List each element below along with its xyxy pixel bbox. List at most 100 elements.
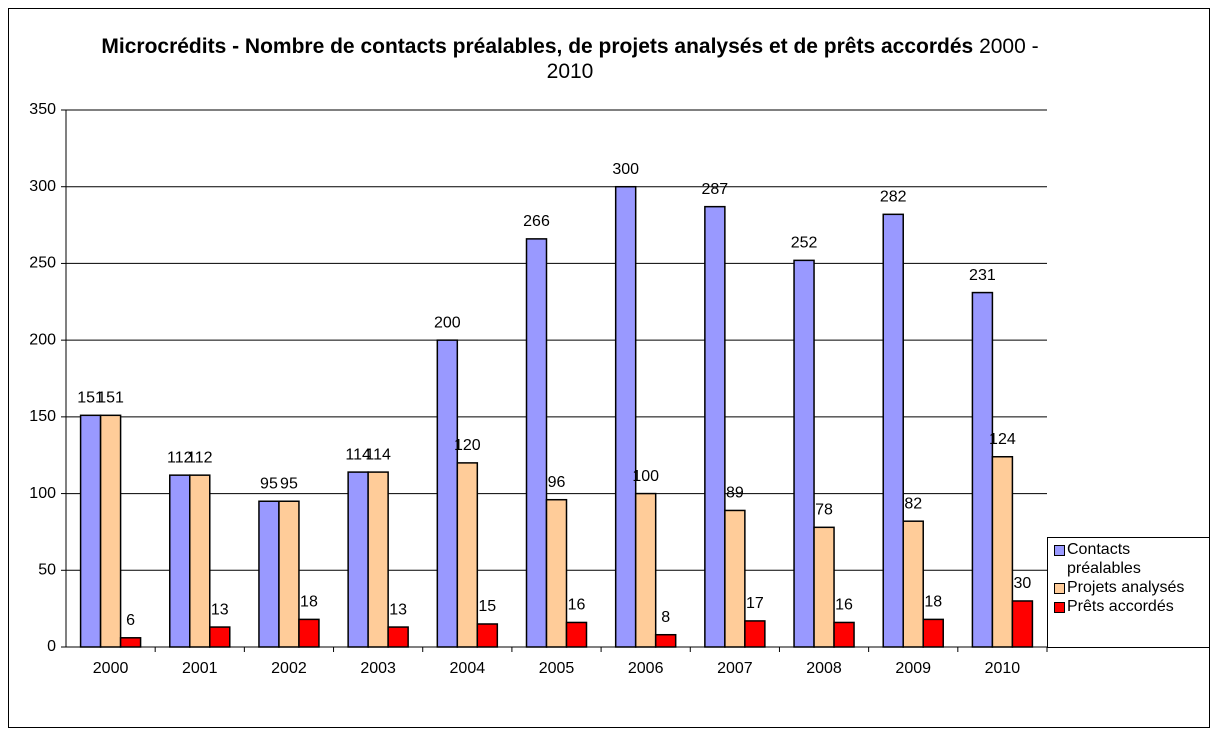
chart-title: Microcrédits - Nombre de contacts préala… <box>100 34 1040 84</box>
data-label: 252 <box>791 235 818 252</box>
bar <box>565 621 588 648</box>
data-label: 151 <box>77 390 104 407</box>
x-tick-label: 2001 <box>182 660 218 677</box>
data-label: 266 <box>523 213 550 230</box>
data-label: 89 <box>726 485 744 502</box>
data-label: 300 <box>612 161 639 178</box>
data-label: 100 <box>632 468 659 485</box>
bar <box>169 474 191 648</box>
y-tick-label: 50 <box>38 562 56 579</box>
bar <box>258 500 280 648</box>
data-label: 16 <box>568 597 586 614</box>
data-label: 16 <box>835 597 853 614</box>
bar <box>793 259 815 648</box>
data-label: 15 <box>478 598 496 615</box>
data-label: 287 <box>702 181 729 198</box>
data-label: 8 <box>661 609 670 626</box>
bar <box>813 526 835 648</box>
data-label: 13 <box>211 601 229 618</box>
bar <box>991 455 1014 648</box>
chart-border <box>8 8 1210 728</box>
data-label: 78 <box>815 502 833 519</box>
x-tick-label: 2003 <box>360 660 396 677</box>
data-label: 114 <box>345 446 371 463</box>
data-label: 13 <box>389 601 407 618</box>
data-label: 6 <box>126 612 135 629</box>
bar <box>922 618 944 648</box>
data-label: 18 <box>924 594 942 611</box>
bar <box>902 520 924 648</box>
subtitle-text: 2000 - 2010 <box>546 35 1039 83</box>
data-label: 200 <box>434 314 461 331</box>
bar <box>724 509 746 648</box>
y-tick-label: 150 <box>29 408 56 425</box>
legend: Contacts préalables Projets analysés Prê… <box>1047 537 1210 648</box>
data-label: 124 <box>989 431 1016 448</box>
data-label: 30 <box>1014 575 1032 592</box>
data-label: 82 <box>904 495 922 512</box>
bar <box>209 626 231 648</box>
bar <box>79 414 102 648</box>
bar <box>704 205 726 648</box>
data-label: 95 <box>260 475 278 492</box>
y-tick-label: 100 <box>29 485 56 502</box>
x-tick-label: 2006 <box>628 660 664 677</box>
bar <box>1011 600 1034 648</box>
x-tick-label: 2005 <box>539 660 575 677</box>
x-tick-label: 2002 <box>271 660 307 677</box>
bar <box>476 623 499 648</box>
data-label: 282 <box>880 189 907 206</box>
x-tick-label: 2000 <box>93 660 129 677</box>
y-tick-label: 0 <box>47 638 56 655</box>
bar <box>833 621 855 648</box>
data-label: 18 <box>300 594 318 611</box>
data-label: 231 <box>969 267 996 284</box>
y-tick-label: 200 <box>29 331 56 348</box>
bar <box>189 474 211 648</box>
bar <box>99 414 122 648</box>
bar <box>436 339 459 648</box>
bar <box>456 462 479 648</box>
legend-label: Prêts accordés <box>1067 598 1174 615</box>
legend-marker <box>1054 602 1065 613</box>
bar <box>545 498 568 648</box>
legend-marker <box>1054 583 1065 594</box>
bar <box>119 637 142 648</box>
bar <box>347 471 369 648</box>
legend-entry: Prêts accordés <box>1054 597 1207 616</box>
data-label: 120 <box>454 437 481 454</box>
bar <box>298 618 320 648</box>
data-label: 95 <box>280 475 298 492</box>
bar <box>654 633 677 648</box>
bar <box>634 492 657 648</box>
legend-marker <box>1054 545 1065 556</box>
x-tick-label: 2008 <box>806 660 842 677</box>
x-tick-label: 2007 <box>717 660 753 677</box>
data-label: 96 <box>548 474 566 491</box>
data-label: 114 <box>365 446 391 463</box>
y-tick-label: 300 <box>29 178 56 195</box>
title-text: Microcrédits - Nombre de contacts préala… <box>101 35 974 58</box>
data-label: 17 <box>746 595 764 612</box>
data-label: 151 <box>97 390 124 407</box>
legend-entry: Contacts préalables <box>1054 540 1207 578</box>
bar <box>525 238 548 648</box>
bar <box>882 213 904 648</box>
y-tick-label: 250 <box>29 255 56 272</box>
x-tick-label: 2010 <box>985 660 1021 677</box>
x-tick-label: 2004 <box>450 660 486 677</box>
legend-label: Projets analysés <box>1067 579 1185 596</box>
x-tick-label: 2009 <box>895 660 931 677</box>
bar <box>367 471 389 648</box>
legend-entry: Projets analysés <box>1054 578 1207 597</box>
y-tick-label: 350 <box>29 101 56 118</box>
bar <box>971 291 994 648</box>
data-label: 112 <box>167 449 193 466</box>
data-label: 112 <box>187 449 213 466</box>
legend-label: Contacts préalables <box>1067 541 1141 577</box>
bar <box>744 620 766 648</box>
bar <box>278 500 300 648</box>
bar <box>387 626 409 648</box>
